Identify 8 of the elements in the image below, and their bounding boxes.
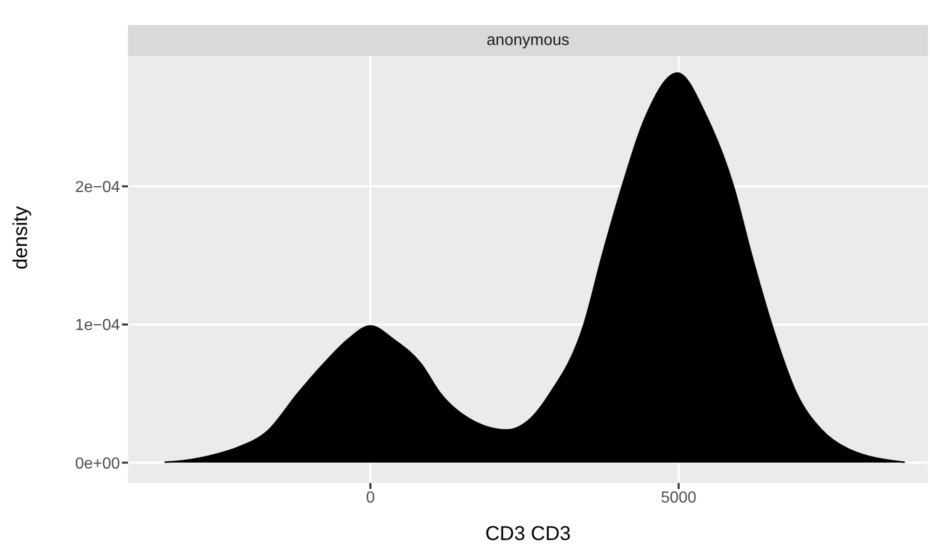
y-tick-label: 2e−04 xyxy=(75,178,120,196)
y-tick-label: 1e−04 xyxy=(75,317,120,334)
x-axis-title: CD3 CD3 xyxy=(485,523,571,545)
x-tick-label: 0 xyxy=(366,489,375,506)
y-tick-label: 0e+00 xyxy=(75,455,120,472)
y-axis-title: density xyxy=(10,206,32,270)
x-tick-label: 5000 xyxy=(660,489,697,506)
chart-title: anonymous xyxy=(128,25,928,56)
